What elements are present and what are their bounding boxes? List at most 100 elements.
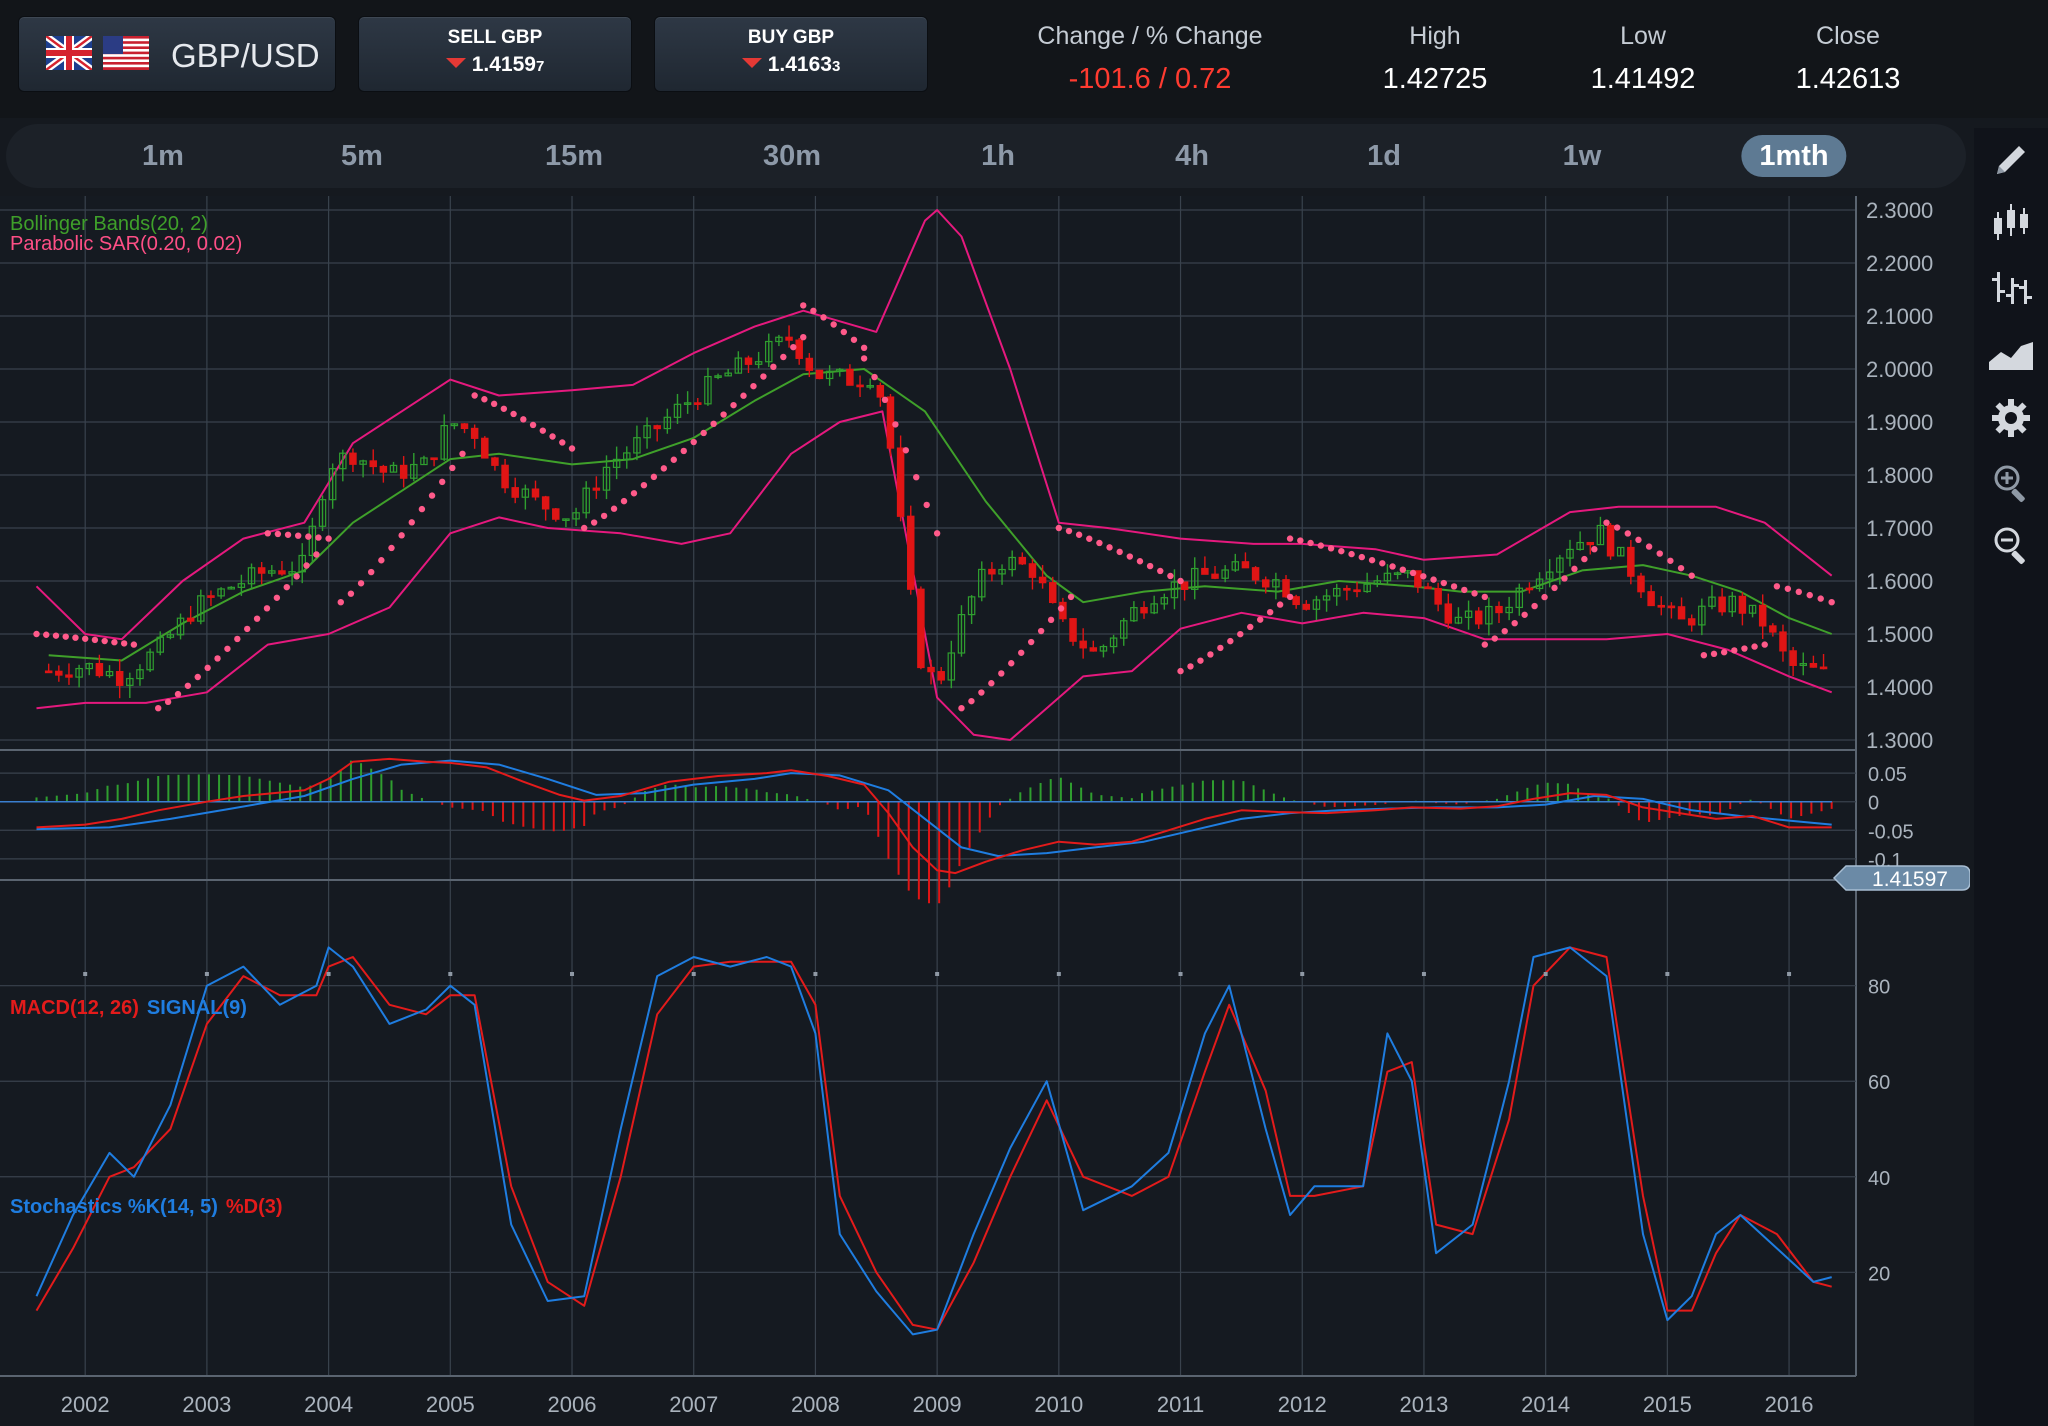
candle-body — [927, 666, 935, 673]
psar-dot — [1741, 645, 1748, 652]
psar-dot — [81, 635, 89, 642]
candle-body — [663, 416, 672, 430]
candle-body — [176, 617, 185, 636]
candle-body — [795, 339, 803, 359]
sell-price-main: 1.4159 — [471, 53, 536, 76]
psar-dot — [1307, 539, 1314, 547]
ohlc-bars-icon[interactable] — [1982, 260, 2040, 316]
grid-tick-mark — [1300, 972, 1305, 976]
psar-dot — [580, 524, 588, 532]
candle-body — [967, 596, 976, 616]
candle-body — [917, 588, 925, 669]
candle-body — [440, 424, 448, 460]
timeframe-30m[interactable]: 30m — [762, 140, 822, 172]
psar-dot — [357, 580, 365, 587]
candle-body — [105, 670, 114, 677]
psar-dot — [1591, 546, 1598, 553]
psar-dot — [1511, 619, 1518, 627]
psar-dot — [790, 343, 797, 351]
gear-icon[interactable] — [1982, 390, 2040, 446]
psar-dot — [902, 447, 910, 454]
candle-body — [1231, 561, 1240, 571]
macd-tick-label: 0.05 — [1868, 764, 1907, 786]
candle-body — [511, 487, 519, 498]
candle-body — [1292, 596, 1300, 606]
candle-body — [410, 463, 418, 479]
price-chart[interactable]: 2002 2003 2004 2005 2006 2007 2008 2009 2010 2011… — [0, 196, 1970, 1426]
sell-button[interactable]: SELL GBP 1.41597 — [358, 16, 632, 92]
timeframe-5m[interactable]: 5m — [341, 140, 383, 172]
bollinger-middle-line — [48, 368, 1833, 662]
timeframe-4h[interactable]: 4h — [1175, 140, 1209, 172]
psar-dot — [1700, 652, 1708, 659]
uk-flag-icon — [46, 36, 92, 70]
psar-dot — [1399, 566, 1407, 573]
area-chart-icon[interactable] — [1982, 326, 2040, 382]
psar-dot — [568, 445, 576, 452]
candle-body — [491, 457, 499, 466]
candle-body — [1109, 637, 1118, 648]
candle-body — [1038, 576, 1047, 584]
psar-dot — [1379, 560, 1386, 567]
candle-body — [1535, 578, 1544, 590]
psar-dot — [1440, 579, 1448, 587]
signal-line — [36, 759, 1832, 857]
candle-body — [166, 634, 175, 638]
candle-body — [1424, 586, 1432, 590]
candle-body — [1616, 546, 1625, 557]
timeframe-15m[interactable]: 15m — [544, 140, 604, 172]
candle-body — [1606, 524, 1615, 557]
timeframe-1h[interactable]: 1h — [981, 140, 1015, 172]
zoom-in-icon[interactable] — [1982, 454, 2040, 510]
candle-body — [1708, 596, 1716, 607]
candle-body — [1363, 583, 1371, 593]
psar-dot — [1207, 651, 1214, 658]
candle-body — [825, 370, 834, 380]
candle-body — [1272, 579, 1280, 588]
chart-toolbar — [1974, 128, 2048, 1426]
psar-dot — [1541, 593, 1548, 601]
buy-button[interactable]: BUY GBP 1.41633 — [654, 16, 928, 92]
psar-dot — [690, 438, 697, 446]
candle-body — [1687, 618, 1696, 626]
price-tick-label: 1.8000 — [1866, 463, 1933, 488]
x-tick-label: 2016 — [1765, 1392, 1814, 1417]
candle-body — [1079, 640, 1087, 649]
candle-body — [572, 512, 580, 520]
candle-body — [1474, 610, 1483, 625]
timeframe-1w[interactable]: 1w — [1562, 140, 1602, 172]
candle-body — [521, 488, 530, 498]
timeframe-1d[interactable]: 1d — [1367, 140, 1401, 172]
psar-dot — [1146, 562, 1154, 570]
candle-body — [349, 452, 357, 465]
psar-dot — [710, 420, 717, 428]
psar-dot — [1773, 583, 1781, 590]
candle-body — [1099, 645, 1108, 652]
candle-body — [1130, 607, 1138, 622]
psar-dot — [1450, 583, 1458, 590]
timeframe-1m[interactable]: 1m — [142, 140, 184, 172]
chart-grid — [0, 196, 1857, 1377]
x-tick-label: 2014 — [1521, 1392, 1570, 1417]
candle-body — [1627, 546, 1635, 577]
psar-dot — [1817, 595, 1824, 602]
candle-body — [379, 465, 388, 473]
candlestick-icon[interactable] — [1982, 194, 2040, 250]
candle-body — [683, 402, 692, 405]
currency-pair-selector[interactable]: GBP/USD — [18, 16, 336, 92]
candle-body — [1353, 589, 1361, 593]
zoom-out-icon[interactable] — [1982, 516, 2040, 572]
stoch-k-line — [35, 946, 1832, 1336]
price-tick-label: 1.9000 — [1866, 410, 1933, 435]
candle-body — [1343, 587, 1351, 591]
psar-dot — [224, 645, 231, 652]
candle-body — [562, 518, 570, 522]
psar-dot — [1731, 647, 1738, 654]
pencil-icon[interactable] — [1982, 132, 2040, 188]
grid-tick-mark — [691, 972, 696, 976]
candle-body — [957, 613, 966, 654]
candle-body — [1049, 582, 1057, 604]
candle-body — [268, 570, 276, 574]
timeframe-1mth[interactable]: 1mth — [1741, 135, 1847, 177]
psar-dot — [1828, 599, 1835, 606]
